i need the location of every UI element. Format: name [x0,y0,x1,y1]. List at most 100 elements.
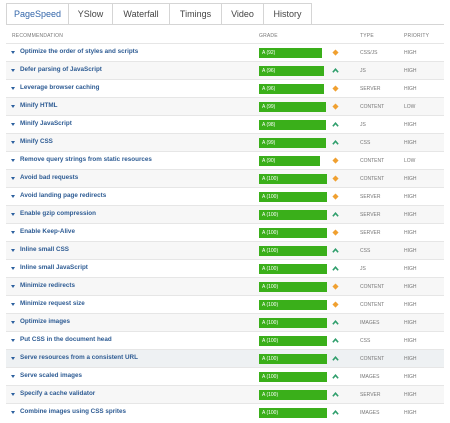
grade-bar: A (100) [259,336,327,346]
priority-label: HIGH [404,284,417,290]
expand-caret-icon[interactable] [11,195,15,198]
tab-timings[interactable]: Timings [170,3,222,25]
recommendation-link[interactable]: Defer parsing of JavaScript [20,66,102,73]
table-row[interactable]: Inline small JavaScript A (100) JS HIGH [6,259,444,277]
recommendation-link[interactable]: Enable gzip compression [20,210,96,217]
up-arrow-icon [332,265,339,271]
grade-bar: A (100) [259,372,327,382]
expand-caret-icon[interactable] [11,51,15,54]
up-arrow-icon [332,121,339,127]
table-row[interactable]: Serve scaled images A (100) IMAGES HIGH [6,367,444,385]
up-arrow-icon [332,391,339,397]
tab-video[interactable]: Video [222,3,264,25]
recommendation-link[interactable]: Minimize request size [20,300,85,307]
tab-waterfall[interactable]: Waterfall [113,3,170,25]
table-row[interactable]: Minimize request size A (100) CONTENT HIGH [6,295,444,313]
recommendation-link[interactable]: Remove query strings from static resourc… [20,156,152,163]
recommendation-link[interactable]: Enable Keep-Alive [20,228,75,235]
table-row[interactable]: Minify CSS A (99) CSS HIGH [6,133,444,151]
tab-yslow[interactable]: YSlow [69,3,113,25]
expand-caret-icon[interactable] [11,357,15,360]
recommendation-link[interactable]: Combine images using CSS sprites [20,408,127,415]
recommendation-link[interactable]: Inline small CSS [20,246,69,253]
expand-caret-icon[interactable] [11,87,15,90]
table-row[interactable]: Minify JavaScript A (98) JS HIGH [6,115,444,133]
table-row[interactable]: Enable gzip compression A (100) SERVER HIGH [6,205,444,223]
type-label: CSS [360,248,371,254]
expand-caret-icon[interactable] [11,393,15,396]
recommendation-link[interactable]: Inline small JavaScript [20,264,88,271]
type-label: JS [360,266,366,272]
table-row[interactable]: Defer parsing of JavaScript A (96) JS HIGH [6,61,444,79]
expand-caret-icon[interactable] [11,285,15,288]
up-arrow-icon [332,355,339,361]
up-arrow-icon [332,409,339,415]
priority-label: HIGH [404,410,417,416]
type-label: SERVER [360,230,381,236]
diamond-icon [332,103,339,110]
grade-bar: A (100) [259,300,327,310]
grade-bar: A (100) [259,318,327,328]
recommendation-link[interactable]: Serve resources from a consistent URL [20,354,138,361]
diamond-icon [332,85,339,92]
table-row[interactable]: Specify a cache validator A (100) SERVER HI… [6,385,444,403]
table-row[interactable]: Optimize the order of styles and scripts… [6,43,444,61]
expand-caret-icon[interactable] [11,213,15,216]
column-header-recommendation: RECOMMENDATION [12,33,64,39]
grade-bar: A (100) [259,174,327,184]
up-arrow-icon [332,211,339,217]
expand-caret-icon[interactable] [11,321,15,324]
recommendation-link[interactable]: Optimize images [20,318,71,325]
expand-caret-icon[interactable] [11,249,15,252]
recommendation-link[interactable]: Minify HTML [20,102,58,109]
expand-caret-icon[interactable] [11,177,15,180]
grade-bar: A (98) [259,120,326,130]
expand-caret-icon[interactable] [11,303,15,306]
expand-caret-icon[interactable] [11,375,15,378]
expand-caret-icon[interactable] [11,159,15,162]
expand-caret-icon[interactable] [11,231,15,234]
tab-pagespeed[interactable]: PageSpeed [6,3,69,25]
diamond-icon [332,175,339,182]
recommendation-link[interactable]: Minify CSS [20,138,53,145]
expand-caret-icon[interactable] [11,123,15,126]
type-label: CSS/JS [360,50,378,56]
recommendation-link[interactable]: Avoid landing page redirects [20,192,107,199]
priority-label: LOW [404,158,416,164]
recommendation-link[interactable]: Specify a cache validator [20,390,96,397]
table-row[interactable]: Enable Keep-Alive A (100) SERVER HIGH [6,223,444,241]
table-row[interactable]: Inline small CSS A (100) CSS HIGH [6,241,444,259]
type-label: IMAGES [360,374,380,380]
recommendation-link[interactable]: Put CSS in the document head [20,336,112,343]
grade-bar: A (99) [259,102,326,112]
expand-caret-icon[interactable] [11,267,15,270]
expand-caret-icon[interactable] [11,105,15,108]
table-row[interactable]: Optimize images A (100) IMAGES HIGH [6,313,444,331]
recommendation-link[interactable]: Leverage browser caching [20,84,100,91]
table-row[interactable]: Avoid bad requests A (100) CONTENT HIGH [6,169,444,187]
report-tabs: PageSpeed YSlow Waterfall Timings Video … [6,3,312,25]
tab-history[interactable]: History [264,3,312,25]
table-row[interactable]: Put CSS in the document head A (100) CSS HI… [6,331,444,349]
table-row[interactable]: Leverage browser caching A (96) SERVER HIGH [6,79,444,97]
expand-caret-icon[interactable] [11,141,15,144]
recommendation-link[interactable]: Serve scaled images [20,372,82,379]
expand-caret-icon[interactable] [11,411,15,414]
recommendation-link[interactable]: Optimize the order of styles and scripts [20,48,139,55]
table-row[interactable]: Avoid landing page redirects A (100) SERVE… [6,187,444,205]
table-row[interactable]: Minify HTML A (99) CONTENT LOW [6,97,444,115]
table-row[interactable]: Combine images using CSS sprites A (100) I… [6,403,444,421]
grade-bar: A (100) [259,228,327,238]
table-row[interactable]: Serve resources from a consistent URL A (… [6,349,444,367]
recommendation-link[interactable]: Avoid bad requests [20,174,79,181]
table-row[interactable]: Remove query strings from static resourc… [6,151,444,169]
table-row[interactable]: Minimize redirects A (100) CONTENT HIGH [6,277,444,295]
recommendation-link[interactable]: Minimize redirects [20,282,75,289]
diamond-icon [332,193,339,200]
grade-bar: A (100) [259,210,327,220]
expand-caret-icon[interactable] [11,69,15,72]
recommendation-link[interactable]: Minify JavaScript [20,120,72,127]
expand-caret-icon[interactable] [11,339,15,342]
priority-label: HIGH [404,374,417,380]
type-label: SERVER [360,86,381,92]
